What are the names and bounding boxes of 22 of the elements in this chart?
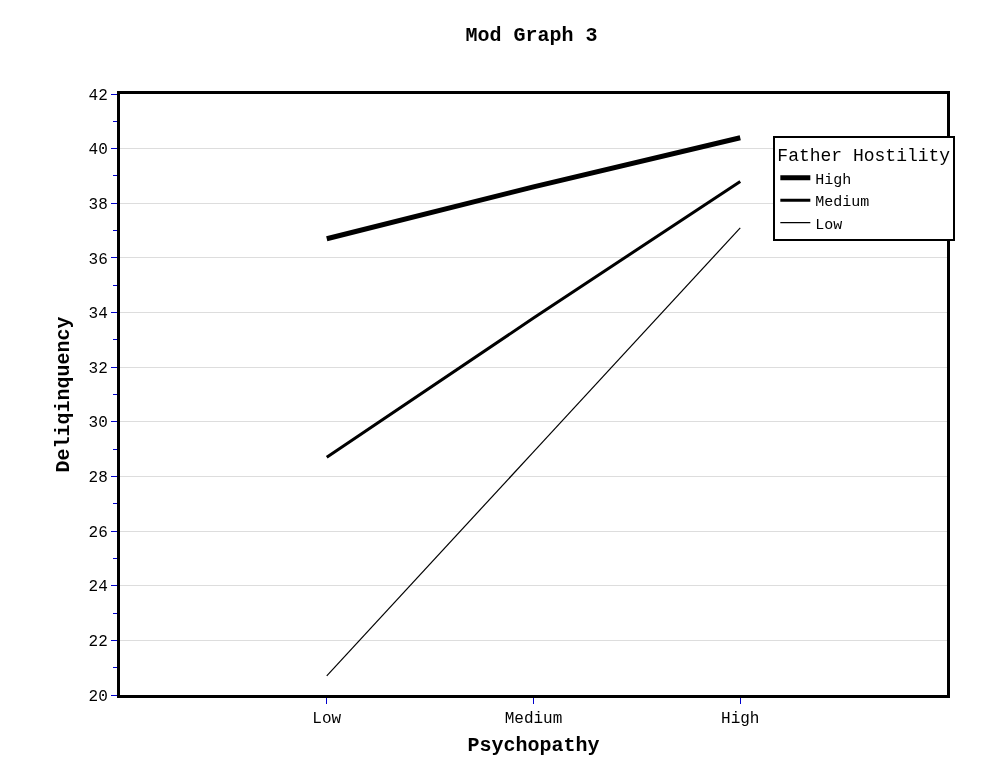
y-tick-label: 40 <box>88 141 108 160</box>
legend-title: Father Hostility <box>777 146 951 167</box>
y-tick-label: 22 <box>88 632 108 651</box>
x-tick-label: Low <box>312 710 342 729</box>
y-tick-label: 38 <box>88 195 108 214</box>
y-tick-label: 26 <box>88 523 108 542</box>
y-tick-label: 42 <box>88 86 108 105</box>
x-axis-title: Psychopathy <box>467 733 600 757</box>
chart-title: Mod Graph 3 <box>465 24 598 48</box>
legend-label: High <box>815 171 852 189</box>
y-tick-label: 30 <box>88 414 108 433</box>
y-axis-title: Deliqinquency <box>52 316 76 473</box>
x-tick-label: Medium <box>504 710 563 729</box>
y-tick-label: 20 <box>88 687 108 706</box>
y-tick-label: 24 <box>88 578 108 597</box>
y-tick-label: 34 <box>88 305 108 324</box>
legend-label: Low <box>815 216 843 234</box>
legend-label: Medium <box>815 194 870 212</box>
y-tick-label: 28 <box>88 469 108 488</box>
y-tick-label: 36 <box>88 250 108 269</box>
y-tick-label: 32 <box>88 359 108 378</box>
x-tick-label: High <box>721 710 760 729</box>
